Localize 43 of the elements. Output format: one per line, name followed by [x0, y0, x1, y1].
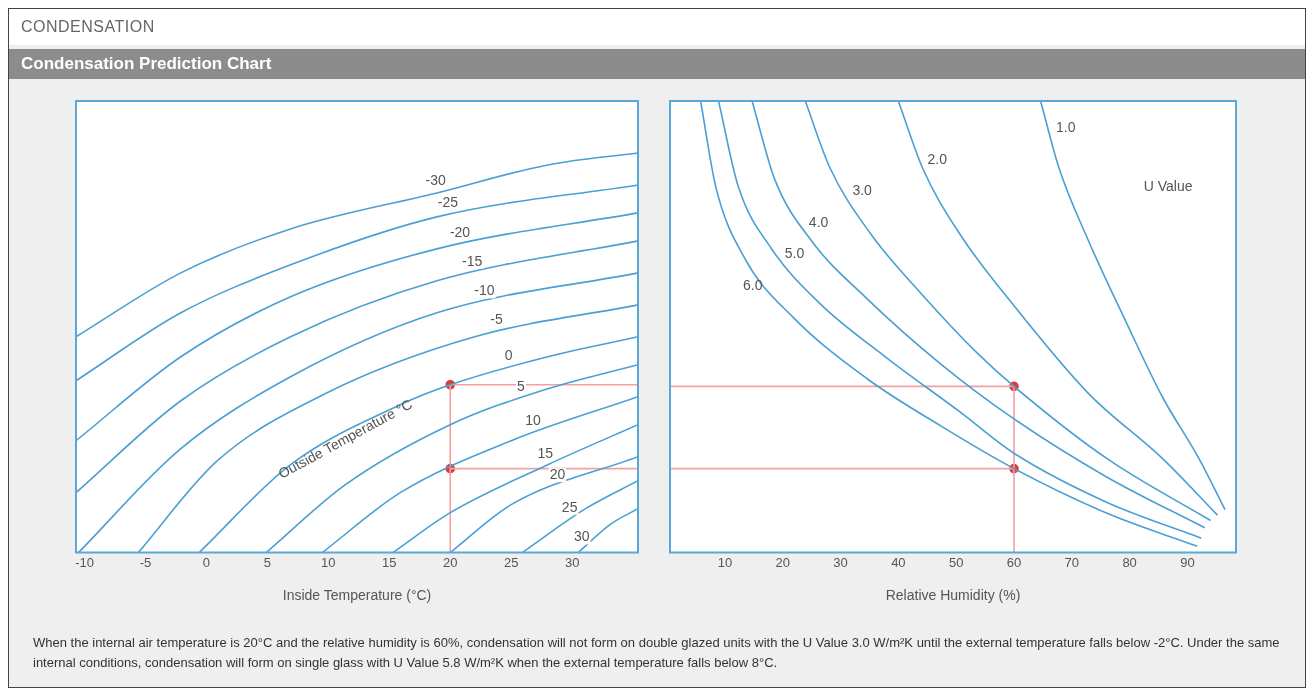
series-label: 0 [504, 346, 513, 363]
series-label: 1.0 [1056, 118, 1076, 135]
series-label: 5 [517, 377, 526, 394]
series-label: 25 [561, 498, 578, 515]
series-label: 2.0 [927, 150, 948, 167]
series-label: -20 [449, 223, 471, 240]
x-tick-label: 60 [1006, 554, 1022, 570]
x-tick-label: 90 [1180, 554, 1195, 570]
x-tick-label: 25 [503, 554, 519, 570]
chart-title: CONDENSATION [21, 18, 155, 36]
x-tick-label: 5 [263, 554, 272, 570]
text: When the internal air temperature is 20°C and the relative humidity is 60%, condensation will not form on double glazed units with the U Value 3.0 W/m²K until the external temperature falls below -2°C. Under the same internal conditions, condensation will form on single glass with U Value 5.8 W/m²K when the external temperature falls below 8°C. [33, 634, 1281, 672]
x-tick-label: 0 [202, 554, 211, 570]
legend-title: U Value [1143, 177, 1193, 194]
chart-subtitle: Condensation Prediction Chart [9, 49, 1305, 79]
series-label: -25 [437, 194, 459, 211]
x-tick-label: 30 [564, 554, 580, 570]
x-tick-label: 10 [717, 554, 733, 570]
x-tick-label: 15 [382, 554, 397, 570]
series-label: 20 [549, 466, 566, 483]
series-label: -15 [462, 252, 483, 269]
x-tick-label: -10 [75, 554, 94, 570]
x-tick-label: 40 [891, 554, 906, 570]
x-tick-label: 50 [948, 554, 964, 570]
series-label: 5.0 [784, 245, 805, 262]
series-label: 3.0 [852, 182, 873, 199]
x-tick-label: 20 [443, 554, 458, 570]
series-label: -30 [425, 172, 447, 189]
x-axis-title: Inside Temperature (°C) [282, 587, 432, 604]
x-tick-label: 70 [1064, 554, 1080, 570]
series-label: 4.0 [808, 213, 829, 230]
series-label: 15 [537, 444, 554, 461]
series-label: 6.0 [743, 277, 763, 294]
series-label: 10 [525, 411, 542, 428]
series-label: 30 [574, 528, 590, 545]
x-tick-label: -5 [139, 554, 152, 570]
x-tick-label: 30 [833, 554, 848, 570]
x-axis-title: Relative Humidity (%) [885, 587, 1021, 604]
series-label: -10 [474, 282, 495, 299]
x-tick-label: 20 [775, 554, 790, 570]
x-tick-label: 80 [1122, 554, 1137, 570]
x-tick-label: 10 [321, 554, 336, 570]
series-label: -5 [490, 311, 503, 328]
